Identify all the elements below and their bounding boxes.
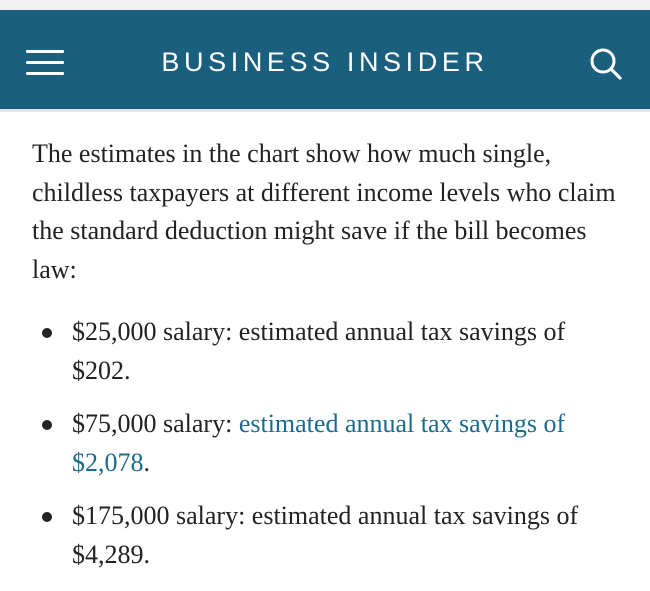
list-item-text: $175,000 salary: estimated annual tax sa…: [72, 501, 579, 569]
site-logo[interactable]: BUSINESS INSIDER: [161, 47, 489, 77]
bullet-dot: [42, 420, 52, 430]
article-body: The estimates in the chart show how much…: [0, 112, 650, 574]
savings-link[interactable]: estimated annual tax savings of $2,078: [72, 409, 566, 477]
bullet-dot: [42, 512, 52, 522]
list-item: $75,000 salary: estimated annual tax sav…: [32, 405, 620, 482]
intro-paragraph: The estimates in the chart show how much…: [32, 139, 616, 284]
site-header: BUSINESS INSIDER: [0, 10, 650, 112]
menu-bar: [26, 50, 64, 53]
savings-list: $25,000 salary: estimated annual tax sav…: [32, 313, 620, 574]
list-item-text: $25,000 salary: estimated annual tax sav…: [72, 317, 566, 385]
bullet-dot: [42, 328, 52, 338]
list-item: $175,000 salary: estimated annual tax sa…: [32, 497, 620, 574]
hamburger-menu-button[interactable]: [26, 50, 64, 76]
list-item: $25,000 salary: estimated annual tax sav…: [32, 313, 620, 390]
menu-bar: [26, 61, 64, 64]
status-strip: [0, 0, 650, 10]
menu-bar: [26, 72, 64, 75]
list-item-prefix: $75,000 salary:: [72, 409, 239, 438]
list-item-suffix: .: [143, 447, 151, 477]
search-button[interactable]: [588, 46, 624, 82]
search-icon: [590, 48, 622, 80]
